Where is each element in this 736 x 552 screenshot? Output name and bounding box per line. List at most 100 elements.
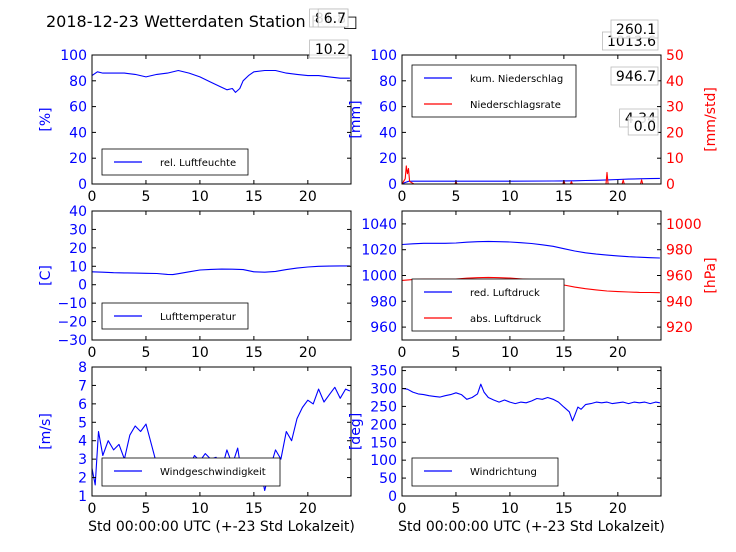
- x-tick-label: 15: [245, 345, 263, 361]
- x-tick-label: 0: [398, 501, 407, 517]
- legend: kum. Niederschlag Niederschlagsrate: [411, 64, 577, 118]
- y-tick-label: 0: [388, 177, 397, 193]
- y-right-axis-label: [mm/std]: [703, 87, 719, 152]
- x-tick-label: 20: [609, 345, 627, 361]
- panel-temperature: 0 5 10 15 20 −30 −20 −10 0 10 20 30 40 [C] 10.2 Lufttem…: [38, 39, 352, 361]
- y-right-tick-label: 50: [666, 48, 684, 64]
- y-tick-label: 7: [78, 378, 87, 394]
- x-tick-label: 10: [501, 189, 519, 205]
- y-tick-label: 150: [370, 435, 397, 451]
- x-tick-label: 0: [398, 345, 407, 361]
- y-tick-label: 960: [370, 320, 397, 336]
- current-value-right-box: [627, 116, 659, 136]
- y-tick-label: 350: [370, 364, 397, 380]
- y-tick-label: 40: [69, 125, 87, 141]
- series-line-2: [402, 165, 660, 184]
- panel-pressure: 0 5 10 15 2096098010001020104092094096098010…: [361, 31, 719, 361]
- y-tick-label: 20: [379, 151, 397, 167]
- y-tick-label: 1040: [361, 217, 397, 233]
- y-tick-label: 30: [69, 222, 87, 238]
- y-right-tick-label: 20: [666, 125, 684, 141]
- y-right-tick-label: 0: [666, 177, 675, 193]
- y-tick-label: −30: [57, 333, 87, 349]
- y-tick-label: 10: [69, 259, 87, 275]
- x-tick-label: 20: [609, 189, 627, 205]
- current-value-right-box: [610, 66, 659, 86]
- y-tick-label: 980: [370, 294, 397, 310]
- legend: red. Luftdruck abs. Luftdruck: [411, 278, 565, 332]
- x-tick-label: 10: [191, 189, 209, 205]
- x-axis-label: Std 00:00:00 UTC (+-23 Std Lokalzeit): [88, 519, 355, 535]
- y-tick-label: 100: [60, 48, 87, 64]
- x-tick-label: 5: [141, 189, 150, 205]
- y-right-tick-label: 40: [666, 74, 684, 90]
- x-tick-label: 20: [299, 189, 317, 205]
- y-tick-label: 300: [370, 382, 397, 398]
- legend: Lufttemperatur: [101, 302, 249, 330]
- current-value: 6.7: [324, 11, 346, 27]
- plot-frame: [91, 54, 352, 185]
- legend: Windgeschwindigkeit: [101, 457, 281, 487]
- plot-frame: [401, 54, 662, 185]
- x-tick-label: 10: [191, 501, 209, 517]
- series-line-1: [402, 240, 660, 259]
- y-axis-label: [m/s]: [38, 413, 54, 450]
- x-tick-label: 20: [299, 501, 317, 517]
- figure-title: 2018-12-23 Wetterdaten Station FUR□: [46, 12, 358, 31]
- y-tick-label: −10: [57, 296, 87, 312]
- y-tick-label: 100: [370, 48, 397, 64]
- legend-box: [411, 278, 565, 332]
- y-tick-label: 2: [78, 471, 87, 487]
- x-axis-label: Std 00:00:00 UTC (+-23 Std Lokalzeit): [398, 519, 665, 535]
- x-tick-label: 0: [88, 189, 97, 205]
- legend-label: red. Luftdruck: [470, 288, 540, 299]
- y-tick-label: 40: [69, 204, 87, 220]
- x-tick-label: 20: [299, 345, 317, 361]
- y-tick-label: 0: [388, 489, 397, 505]
- legend-label: rel. Luftfeuchte: [160, 158, 236, 169]
- legend-box: [101, 457, 281, 487]
- y-tick-label: 4: [78, 434, 87, 450]
- y-tick-label: 1: [78, 489, 87, 505]
- x-tick-label: 5: [451, 345, 460, 361]
- y-tick-label: 200: [370, 417, 397, 433]
- y-tick-label: 100: [370, 453, 397, 469]
- y-tick-label: 50: [379, 471, 397, 487]
- y-tick-label: 6: [78, 397, 87, 413]
- x-tick-label: 0: [88, 501, 97, 517]
- y-tick-label: 60: [379, 100, 397, 116]
- x-tick-label: 0: [88, 345, 97, 361]
- y-tick-label: 80: [69, 74, 87, 90]
- current-value-box: [610, 19, 659, 39]
- y-tick-label: 20: [69, 151, 87, 167]
- legend: Windrichtung: [411, 457, 559, 487]
- y-tick-label: −20: [57, 315, 87, 331]
- current-value-right: 946.7: [616, 69, 656, 85]
- y-right-tick-label: 10: [666, 151, 684, 167]
- x-tick-label: 20: [609, 501, 627, 517]
- series-line-1: [92, 69, 350, 93]
- series-group: [402, 165, 660, 184]
- x-tick-label: 15: [555, 189, 573, 205]
- legend-label: Windgeschwindigkeit: [160, 467, 266, 478]
- y-tick-label: 20: [69, 241, 87, 257]
- y-tick-label: 80: [379, 74, 397, 90]
- series-group: [402, 383, 660, 422]
- y-right-tick-label: 30: [666, 100, 684, 116]
- legend-box: [411, 64, 577, 118]
- x-tick-label: 15: [555, 501, 573, 517]
- current-value-box: [317, 8, 349, 28]
- y-right-tick-label: 1000: [666, 217, 702, 233]
- series-line-1: [402, 177, 660, 184]
- y-axis-label: [C]: [38, 265, 54, 286]
- x-tick-label: 5: [451, 501, 460, 517]
- series-line-1: [402, 383, 660, 422]
- x-tick-label: 5: [141, 501, 150, 517]
- legend-label: Windrichtung: [470, 467, 537, 478]
- legend-label: kum. Niederschlag: [470, 74, 563, 85]
- x-tick-label: 5: [451, 189, 460, 205]
- y-axis-label: [%]: [38, 107, 54, 131]
